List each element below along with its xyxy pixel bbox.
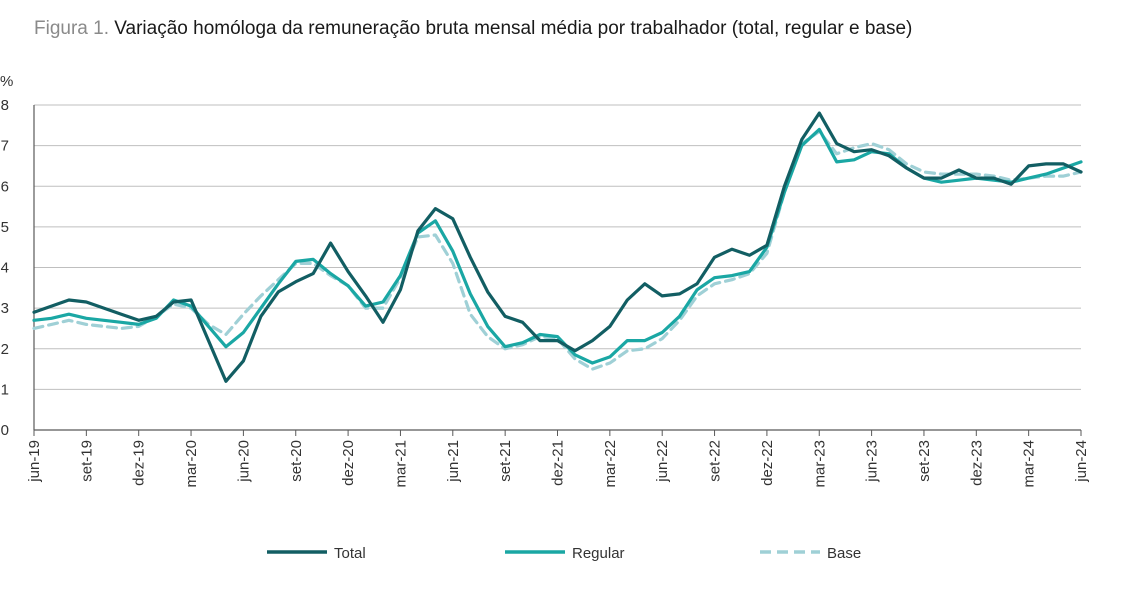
y-tick-label: 0 xyxy=(1,422,9,439)
x-tick-label: set-23 xyxy=(916,440,933,482)
chart-title: Figura 1. Variação homóloga da remuneraç… xyxy=(34,18,912,40)
x-tick-label: mar-20 xyxy=(183,440,200,488)
x-tick-label: jun-22 xyxy=(654,440,671,483)
x-tick-label: dez-19 xyxy=(131,440,148,486)
x-tick-label: set-22 xyxy=(707,440,724,482)
legend: Total Regular Base xyxy=(267,545,861,562)
x-tick-label: set-20 xyxy=(288,440,305,482)
x-axis: jun-19 set-19 dez-19 mar-20 jun-20 set-20 dez-… xyxy=(26,105,1090,488)
x-tick-label: jun-24 xyxy=(1073,440,1090,483)
legend-label-total: Total xyxy=(334,545,366,562)
x-tick-label: jun-20 xyxy=(235,440,252,483)
y-tick-label: 7 xyxy=(1,138,9,155)
y-tick-label: 1 xyxy=(1,381,9,398)
y-tick-label: 4 xyxy=(1,260,9,277)
gridlines xyxy=(34,104,1081,390)
x-tick-label: jun-23 xyxy=(864,440,881,483)
x-tick-label: dez-22 xyxy=(759,440,776,486)
legend-label-regular: Regular xyxy=(572,545,625,562)
x-tick-label: dez-20 xyxy=(340,440,357,486)
x-tick-label: set-21 xyxy=(497,440,514,482)
y-tick-label: 3 xyxy=(1,300,9,317)
series-line-regular xyxy=(32,127,1083,365)
x-tick-label: mar-24 xyxy=(1021,440,1038,488)
y-tick-label: 2 xyxy=(1,341,9,358)
y-tick-label: 5 xyxy=(1,219,9,236)
y-tick-label: 8 xyxy=(1,97,9,114)
x-tick-label: jun-19 xyxy=(26,440,43,483)
x-tick-label: mar-22 xyxy=(602,440,619,488)
y-tick-label: 6 xyxy=(1,178,9,195)
x-tick-label: dez-23 xyxy=(968,440,985,486)
figure-label: Figura 1. xyxy=(34,18,109,39)
series-line-base xyxy=(32,129,1083,371)
x-tick-label: jun-21 xyxy=(445,440,462,483)
y-axis-unit-label: % xyxy=(0,73,13,90)
x-tick-label: set-19 xyxy=(78,440,95,482)
x-tick-label: mar-23 xyxy=(811,440,828,488)
legend-label-base: Base xyxy=(827,545,861,562)
x-tick-label: dez-21 xyxy=(550,440,567,486)
series-line-total xyxy=(32,111,1083,383)
figure-title: Variação homóloga da remuneração bruta m… xyxy=(114,18,913,39)
x-tick-label: mar-21 xyxy=(392,440,409,488)
y-axis-ticks: 0 1 2 3 4 5 6 7 8 xyxy=(1,97,9,439)
series-lines xyxy=(32,111,1083,383)
